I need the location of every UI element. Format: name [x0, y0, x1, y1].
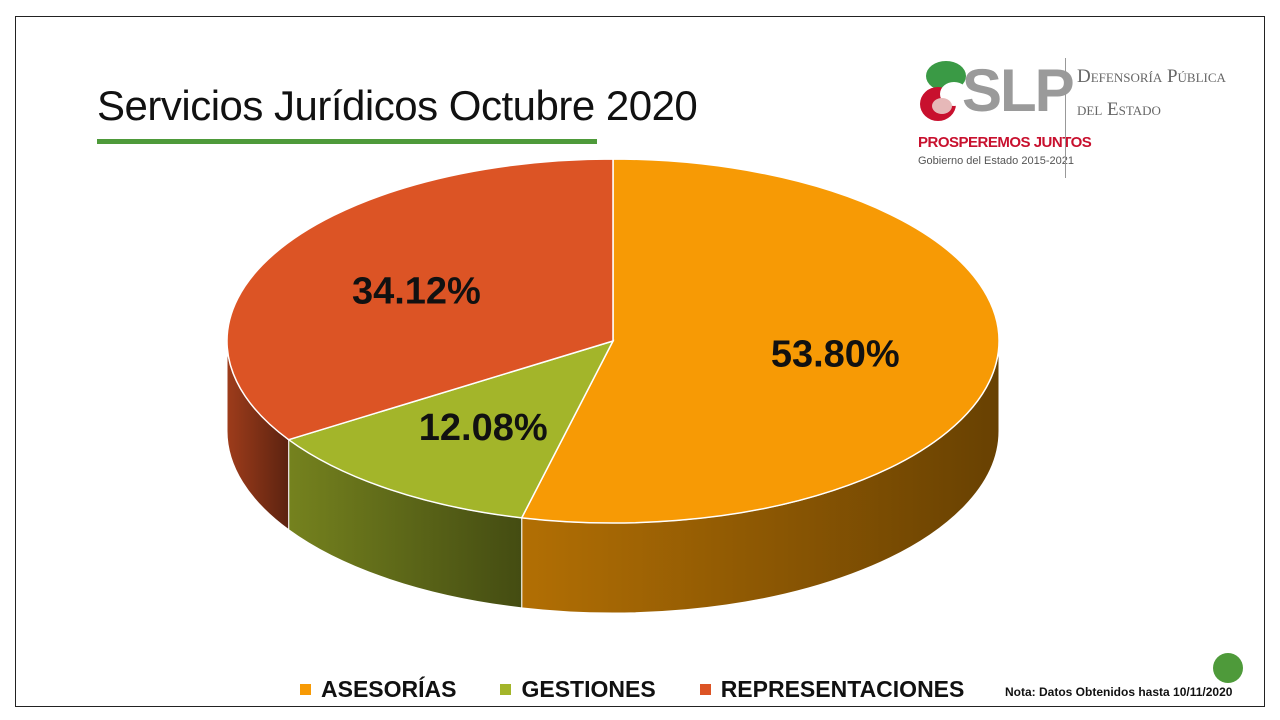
- title-underline: [97, 139, 597, 144]
- pie-slice-gestiones: [287, 339, 615, 519]
- legend-swatch: [699, 684, 711, 695]
- logo-slogan: PROSPEREMOS JUNTOS: [918, 134, 1092, 151]
- logo-divider: [1065, 58, 1066, 178]
- legend-swatch: [300, 684, 311, 695]
- logo-government: Gobierno del Estado 2015-2021: [918, 155, 1074, 167]
- legend-label: REPRESENTACIONES: [720, 676, 965, 702]
- org-name-line2: del Estado: [1077, 99, 1161, 120]
- legend-item-gestiones: GESTIONES: [500, 676, 656, 703]
- green-dot-icon: [1213, 653, 1243, 683]
- org-name-line1: Defensoría Pública: [1077, 66, 1226, 87]
- pie-label-gestiones: 12.08%: [419, 407, 548, 449]
- data-note: Nota: Datos Obtenidos hasta 10/11/2020: [1005, 685, 1233, 699]
- chart-legend: ASESORÍAS GESTIONES REPRESENTACIONES: [300, 676, 964, 703]
- legend-label: ASESORÍAS: [321, 676, 457, 702]
- pie-slice-asesorías: [520, 158, 1000, 524]
- slide-frame: [15, 16, 1265, 707]
- slp-swirl-icon: [920, 61, 968, 121]
- pie-label-asesorías: 53.80%: [771, 334, 900, 376]
- pie-label-representaciones: 34.12%: [352, 270, 481, 312]
- legend-swatch: [500, 684, 512, 695]
- pie-slice-representaciones: [226, 158, 614, 441]
- legend-label: GESTIONES: [521, 676, 656, 702]
- slp-wordmark: SLP: [962, 57, 1075, 124]
- legend-item-asesorías: ASESORÍAS: [300, 676, 456, 703]
- slp-logo: SLP PROSPEREMOS JUNTOS Gobierno del Esta…: [912, 52, 1242, 182]
- legend-item-representaciones: REPRESENTACIONES: [699, 676, 965, 703]
- slide-title: Servicios Jurídicos Octubre 2020: [97, 82, 698, 129]
